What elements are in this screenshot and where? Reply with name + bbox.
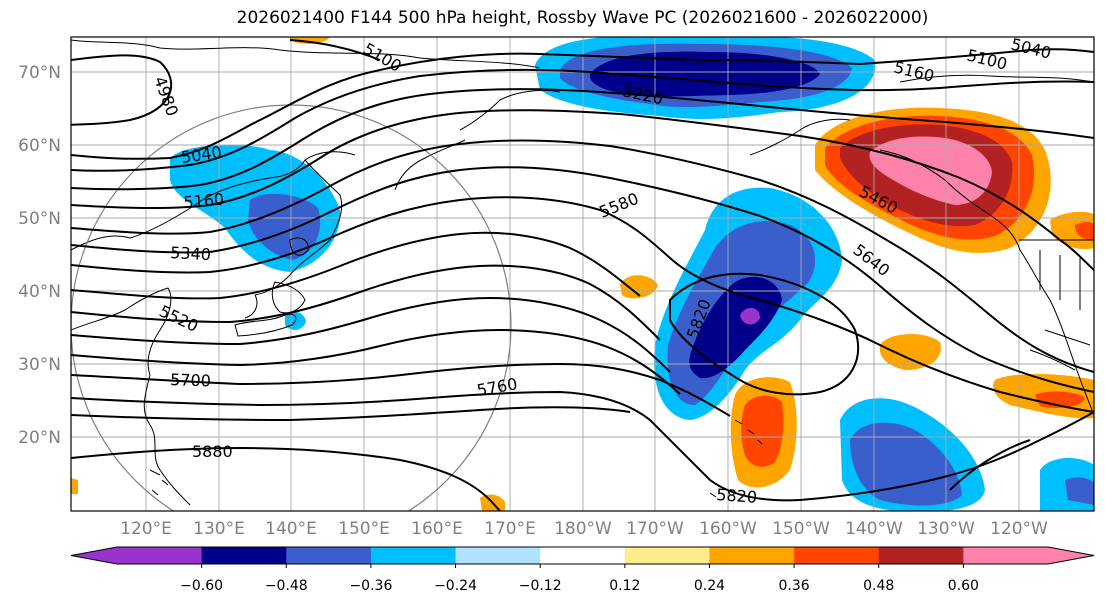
colorbar-tick-label: 0.12 [609,578,640,594]
contour-label: 5340 [170,243,212,264]
lon-label: 120°W [990,519,1048,539]
lon-label: 120°E [120,519,172,539]
map-frame [70,36,1095,512]
colorbar-segment [878,547,964,564]
colorbar-min-extension [71,547,117,564]
colorbar-segment [201,547,287,564]
colorbar-tick-label: −0.36 [349,578,392,594]
colorbar-segments [70,546,1095,565]
colorbar-ticks: −0.60 −0.48 −0.36 −0.24 −0.12 0.12 0.24 0.36 0.4… [180,564,979,594]
lat-label: 50°N [18,209,61,229]
colorbar-tick-label: −0.24 [434,578,477,594]
lat-label: 60°N [18,136,61,156]
lat-label: 30°N [18,355,61,375]
colorbar-tick-label: 0.60 [948,578,979,594]
colorbar-tick-label: −0.48 [265,578,308,594]
lat-label: 40°N [18,282,61,302]
colorbar-segment [286,547,372,564]
contour-label: 5160 [183,190,225,212]
map-area: 5100 4980 5040 5160 5340 5520 5700 5880 … [71,37,1094,511]
contour-label: 5820 [716,485,758,507]
height-contours [71,39,1094,511]
colorbar-segment [963,547,1049,564]
colorbar-segment [117,547,203,564]
colorbar-segment [370,547,457,564]
colorbar-tick-label: −0.12 [519,578,562,594]
colorbar-tick-label: 0.36 [779,578,810,594]
latitude-labels: 70°N 60°N 50°N 40°N 30°N 20°N [18,63,61,448]
contour-label: 5700 [170,370,211,390]
lon-label: 150°E [338,519,390,539]
colorbar-segment [455,547,541,564]
colorbar-outline [70,546,1095,565]
lat-label: 20°N [18,428,61,448]
lon-label: 150°W [772,519,830,539]
colorbar-tick-label: 0.48 [863,578,894,594]
colorbar-segment [709,547,795,564]
colorbar-segment [794,547,880,564]
colorbar-max-extension [1048,547,1094,564]
lat-label: 70°N [18,63,61,83]
colorbar-tick-label: −0.60 [180,578,223,594]
lon-label: 180°W [554,519,612,539]
lon-label: 130°E [193,519,245,539]
longitude-labels: 120°E 130°E 140°E 150°E 160°E 170°E 180°… [120,519,1048,539]
colorbar-tick-label: 0.24 [694,578,725,594]
colorbar-segment [624,547,710,564]
lon-label: 160°E [411,519,463,539]
lon-label: 140°E [265,519,317,539]
lon-label: 170°W [626,519,684,539]
lon-label: 140°W [845,519,903,539]
map-title: 2026021400 F144 500 hPa height, Rossby W… [236,8,929,28]
lon-label: 130°W [917,519,975,539]
colorbar: −0.60 −0.48 −0.36 −0.24 −0.12 0.12 0.24 0.36 0.4… [70,546,1095,594]
contour-label: 5880 [192,442,233,461]
colorbar-segment [540,547,626,564]
lon-label: 170°E [484,519,536,539]
lon-label: 160°W [699,519,757,539]
